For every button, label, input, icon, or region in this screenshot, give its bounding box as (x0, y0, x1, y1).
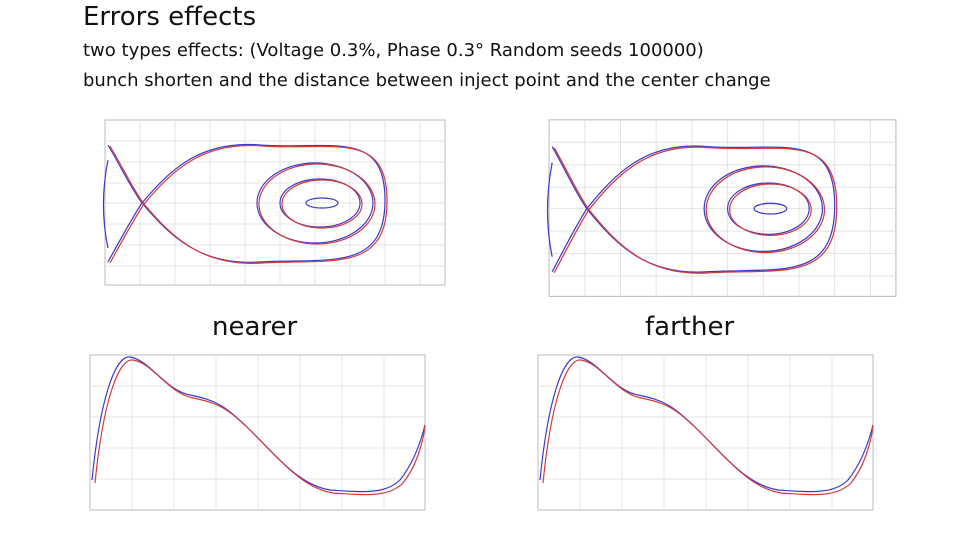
panel-label: nearer (212, 312, 298, 342)
distribution-plot (89, 354, 426, 511)
subtitle-line: bunch shorten and the distance between i… (83, 70, 771, 91)
phase-plot (546, 119, 897, 298)
distribution-plot (537, 354, 874, 511)
title: Errors effects (83, 2, 257, 32)
subtitle-line: two types effects: (Voltage 0.3%, Phase … (83, 40, 704, 61)
phase-plot (102, 119, 446, 286)
panel-label: farther (645, 312, 735, 342)
